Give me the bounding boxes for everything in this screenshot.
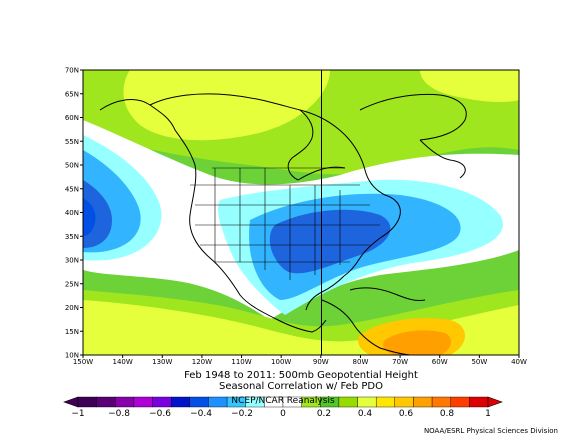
longitude-labels: 150W 140W 130W 120W 110W 100W 90W 80W 70W 60W 50W 4… [73,355,527,366]
colorbar-swatch-dark-orange [431,396,451,408]
longitude-label: 90W [313,358,329,366]
colorbar-tick-label: 0.2 [317,409,331,419]
colorbar-tick-label: −0.2 [231,409,253,419]
colorbar-swatch-red-orange [450,396,470,408]
latitude-label: 70N [65,67,79,75]
colorbar-tick-label: 1 [485,409,491,419]
colorbar-swatch-navy [170,396,191,408]
colorbar-left-arrow [63,396,79,408]
latitude-label: 30N [65,257,79,265]
colorbar-swatch-purple [96,396,116,408]
colorbar-swatch-orange [413,396,433,408]
colorbar-tick-label: −0.6 [149,409,171,419]
latitude-labels: 70N 65N 60N 55N 50N 45N 40N 35N 30N 25N 20N 15N 10N [65,67,83,360]
latitude-label: 55N [65,138,79,146]
political-boundaries [190,167,380,280]
field-moderate-positive-arctic [123,70,330,141]
reanalysis-watermark: NCEP/NCAR Reanalysis [231,396,335,406]
latitude-label: 60N [65,114,79,122]
colorbar-tick-label: 0.6 [399,409,414,419]
colorbar-tick-label: 0.4 [358,409,373,419]
colorbar [63,396,503,408]
latitude-label: 65N [65,90,79,98]
map-panel [83,70,519,355]
latitude-label: 40N [65,209,79,217]
colorbar-swatch-gold [394,396,414,408]
field-moderate-positive-greenland [420,70,519,103]
longitude-label: 150W [73,358,93,366]
longitude-label: 70W [392,358,408,366]
colorbar-swatch-yellow-green [338,396,358,408]
latitude-label: 35N [65,233,79,241]
field-strongest-positive-caribbean [383,330,452,355]
latitude-label: 10N [65,352,79,360]
colorbar-tick-label: −0.8 [108,409,130,419]
longitude-label: 80W [353,358,369,366]
colorbar-swatch-dark-purple [77,396,97,408]
colorbar-tick-labels: −1 −0.8 −0.6 −0.4 −0.2 0 0.2 0.4 0.6 0.8 1 [71,409,491,419]
longitude-label: 60W [432,358,448,366]
colorbar-swatch-violet [133,396,153,408]
latitude-label: 15N [65,328,79,336]
longitude-label: 50W [471,358,487,366]
latitude-label: 50N [65,162,79,170]
colorbar-swatch-yellow [375,396,396,408]
colorbar-tick-label: −0.4 [190,409,212,419]
credit-text: NOAA/ESRL Physical Sciences Division [424,427,558,435]
title-line-1: Feb 1948 to 2011: 500mb Geopotential Hei… [184,370,418,381]
colorbar-tick-label: 0.8 [440,409,455,419]
longitude-label: 110W [231,358,251,366]
colorbar-swatch-blue [189,396,209,408]
longitude-label: 140W [112,358,132,366]
colorbar-swatch-yellow-lime [357,396,377,408]
latitude-label: 20N [65,304,79,312]
colorbar-swatch-dodger-blue [208,396,228,408]
colorbar-tick-label: 0 [280,409,286,419]
longitude-label: 40W [511,358,527,366]
colorbar-swatch-red [469,396,489,408]
title-line-2: Seasonal Correlation w/ Feb PDO [219,381,383,392]
field-strong-negative-east [269,209,391,274]
longitude-label: 130W [152,358,172,366]
field-strongest-negative-pacific [83,198,96,236]
longitude-label: 120W [192,358,212,366]
longitude-label: 100W [271,358,291,366]
colorbar-swatch-indigo [152,396,172,408]
latitude-label: 25N [65,280,79,288]
colorbar-tick-label: −1 [71,409,84,419]
latitude-label: 45N [65,185,79,193]
colorbar-right-arrow [487,396,503,408]
colorbar-swatch-magenta [115,396,135,408]
